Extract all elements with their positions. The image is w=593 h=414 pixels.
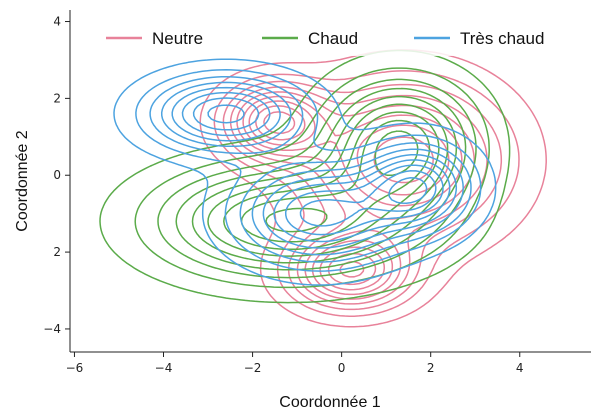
- x-tick-label: −4: [155, 361, 173, 375]
- y-tick-label: 2: [53, 245, 61, 259]
- contour-level: [160, 81, 464, 256]
- legend-label: Très chaud: [460, 29, 544, 48]
- x-tick-label: 0: [338, 361, 346, 375]
- y-tick-label: 4: [53, 15, 61, 29]
- contour-level: [207, 104, 437, 227]
- y-axis-label: Coordonnée 2: [14, 130, 31, 232]
- legend: Neutre Chaud Très chaud: [98, 22, 582, 56]
- y-ticks: 4 2 0 2 −4: [43, 15, 70, 336]
- contour-level: [135, 69, 482, 272]
- x-tick-label: −6: [66, 361, 84, 375]
- contour-level: [192, 97, 444, 236]
- y-tick-label: 0: [53, 168, 61, 182]
- plot-area: [70, 10, 591, 352]
- x-tick-label: 2: [427, 361, 435, 375]
- legend-label: Neutre: [152, 29, 203, 48]
- contour-level: [388, 176, 428, 204]
- contour-level: [181, 91, 451, 243]
- x-ticks: −6 −4 −2 0 2 4: [66, 352, 524, 375]
- x-axis-label: Coordonnée 1: [279, 394, 381, 411]
- series-contours: [113, 58, 497, 286]
- axes: [69, 10, 591, 353]
- contour-level: [99, 49, 511, 304]
- contour-level: [157, 78, 477, 279]
- contour-layer: [99, 49, 547, 328]
- x-tick-label: 4: [516, 361, 524, 375]
- contour-level: [113, 58, 497, 286]
- legend-background: [98, 22, 582, 56]
- y-tick-label: −4: [43, 322, 61, 336]
- contour-level: [171, 86, 458, 249]
- legend-label: Chaud: [308, 29, 358, 48]
- contour-level: [149, 76, 472, 263]
- contour-level: [199, 49, 547, 328]
- x-tick-label: −2: [244, 361, 262, 375]
- y-tick-label: 2: [53, 91, 61, 105]
